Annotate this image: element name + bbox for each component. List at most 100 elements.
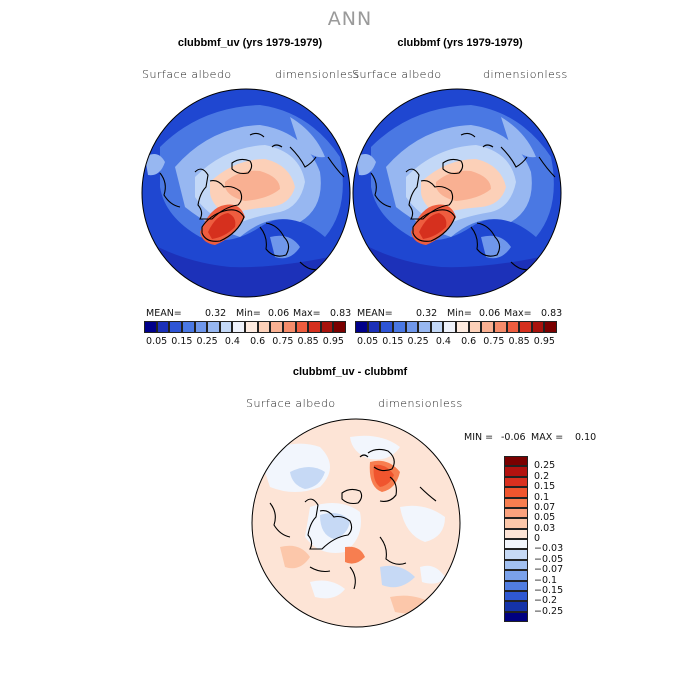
colorbar-tick-label: 0.6 [461, 336, 477, 347]
colorbar-tick-label: 0.15 [171, 336, 193, 347]
colorbar-swatch [355, 321, 368, 333]
panel-1-colorbar-labels: 0.05 0.15 0.25 0.4 0.6 0.75 0.85 0.95 [144, 336, 346, 350]
panel-1-title: clubbmf_uv (yrs 1979-1979) [177, 37, 323, 49]
page-title: ANN [327, 8, 373, 30]
colorbar-tick-label: 0.95 [533, 336, 555, 347]
colorbar-tick-label: 0.4 [224, 336, 240, 347]
panel-3-min-value: -0.06 [501, 432, 526, 443]
colorbar-swatch [181, 321, 195, 333]
colorbar-swatch [333, 321, 346, 333]
colorbar-tick-label: 0 [534, 533, 541, 544]
colorbar-swatch [430, 321, 444, 333]
colorbar-tick-label: 0.85 [297, 336, 319, 347]
panel-3-colorbar [504, 456, 528, 622]
panel-3-polar-map [251, 418, 461, 628]
colorbar-swatch [504, 549, 528, 560]
panel-3-max-label: MAX = [531, 432, 564, 443]
panel-1-variable-label: Surface albedo [142, 68, 232, 81]
panel-2-mean-value: 0.32 [416, 308, 438, 319]
colorbar-swatch [504, 466, 528, 477]
panel-2-colorbar-labels: 0.05 0.15 0.25 0.4 0.6 0.75 0.85 0.95 [355, 336, 557, 350]
colorbar-swatch [295, 321, 309, 333]
panel-2-max-value: 0.83 [541, 308, 563, 319]
colorbar-swatch [493, 321, 507, 333]
panel-3-title: clubbmf_uv - clubbmf [292, 366, 408, 378]
colorbar-swatch [504, 601, 528, 612]
colorbar-swatch [456, 321, 469, 333]
colorbar-tick-label: −0.2 [534, 595, 558, 607]
colorbar-swatch [504, 497, 528, 508]
colorbar-swatch [392, 321, 406, 333]
colorbar-swatch [504, 539, 528, 550]
colorbar-tick-label: 0.05 [534, 512, 556, 524]
colorbar-tick-label: 0.95 [322, 336, 344, 347]
panel-2-variable-label: Surface albedo [352, 68, 442, 81]
colorbar-swatch [481, 321, 494, 333]
colorbar-tick-label: 0.25 [534, 460, 556, 472]
colorbar-swatch [270, 321, 283, 333]
colorbar-swatch [504, 580, 528, 591]
panel-1-mean-label: MEAN= [146, 308, 182, 319]
panel-2-polar-map [352, 88, 562, 298]
colorbar-swatch [245, 321, 258, 333]
colorbar-swatch [504, 570, 528, 581]
colorbar-swatch [367, 321, 381, 333]
colorbar-tick-label: −0.15 [534, 584, 564, 596]
colorbar-swatch [504, 476, 528, 488]
colorbar-tick-label: 0.6 [250, 336, 266, 347]
colorbar-swatch [194, 321, 208, 333]
colorbar-swatch [544, 321, 557, 333]
colorbar-swatch [504, 518, 528, 529]
panel-2-colorbar [355, 321, 557, 333]
colorbar-swatch [144, 321, 157, 333]
colorbar-tick-label: −0.05 [534, 553, 564, 565]
panel-3-units-label: dimensionless [378, 397, 463, 410]
colorbar-tick-label: 0.25 [196, 336, 218, 347]
panel-1-min-value: 0.06 [268, 308, 290, 319]
panel-1-min-label: Min= [236, 308, 261, 319]
colorbar-tick-label: 0.2 [534, 470, 550, 482]
panel-2-mean-label: MEAN= [357, 308, 393, 319]
colorbar-swatch [219, 321, 233, 333]
colorbar-swatch [257, 321, 271, 333]
colorbar-tick-label: 0.15 [534, 481, 556, 493]
colorbar-tick-label: 0.1 [534, 491, 550, 503]
colorbar-tick-label: 0.75 [272, 336, 294, 347]
colorbar-swatch [519, 321, 532, 333]
colorbar-swatch [320, 321, 334, 333]
colorbar-tick-label: 0.05 [357, 336, 379, 347]
colorbar-swatch [169, 321, 182, 333]
colorbar-tick-label: 0.4 [435, 336, 451, 347]
colorbar-swatch [504, 611, 528, 622]
colorbar-tick-label: 0.05 [146, 336, 168, 347]
panel-1-mean-value: 0.32 [205, 308, 227, 319]
panel-2-max-label: Max= [504, 308, 532, 319]
panel-1-max-value: 0.83 [330, 308, 352, 319]
colorbar-swatch [308, 321, 321, 333]
colorbar-swatch [531, 321, 545, 333]
colorbar-tick-label: 0.03 [534, 522, 556, 534]
panel-1-polar-map [141, 88, 351, 298]
panel-1-max-label: Max= [293, 308, 321, 319]
panel-1-colorbar [144, 321, 346, 333]
colorbar-swatch [405, 321, 419, 333]
colorbar-tick-label: −0.1 [534, 574, 558, 586]
colorbar-swatch [232, 321, 245, 333]
colorbar-swatch [504, 487, 528, 498]
colorbar-swatch [504, 507, 528, 519]
colorbar-tick-label: 0.07 [534, 501, 556, 513]
colorbar-tick-label: 0.15 [382, 336, 404, 347]
colorbar-tick-label: 0.75 [483, 336, 505, 347]
colorbar-swatch [418, 321, 431, 333]
panel-3-max-value: 0.10 [575, 432, 597, 443]
colorbar-swatch [380, 321, 393, 333]
colorbar-swatch [468, 321, 482, 333]
colorbar-tick-label: −0.07 [534, 564, 564, 576]
colorbar-swatch [504, 559, 528, 571]
colorbar-swatch [156, 321, 170, 333]
panel-3-colorbar-labels: 0.25 0.2 0.15 0.1 0.07 0.05 0.03 0 −0.03 −0.05 −0.… [534, 456, 584, 622]
colorbar-swatch [506, 321, 520, 333]
panel-3-min-label: MIN = [464, 432, 494, 443]
panel-2-min-label: Min= [447, 308, 472, 319]
colorbar-swatch [207, 321, 220, 333]
